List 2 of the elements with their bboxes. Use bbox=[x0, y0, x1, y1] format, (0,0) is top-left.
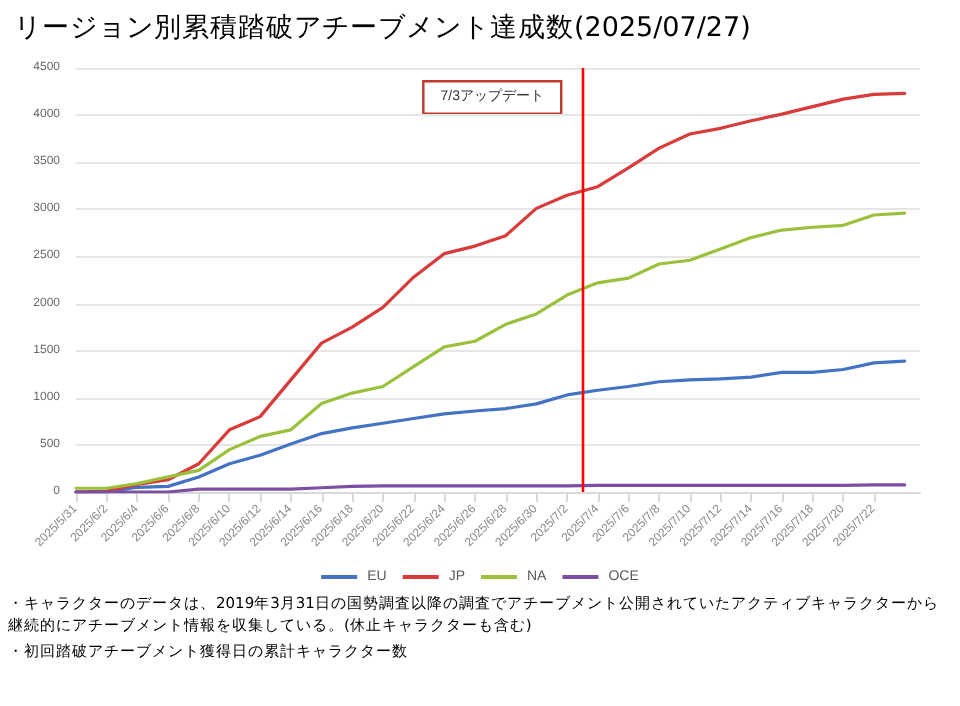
line-series bbox=[74, 211, 907, 490]
chart-title: リージョン別累積踏破アチーブメント達成数(2025/07/27) bbox=[14, 12, 751, 44]
